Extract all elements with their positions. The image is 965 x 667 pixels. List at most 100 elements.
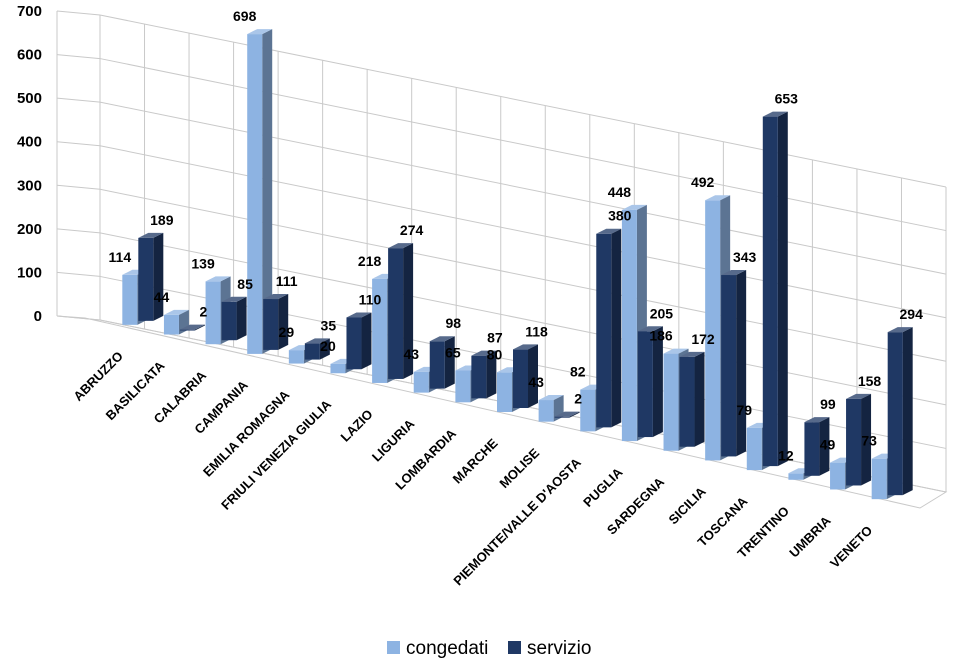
bar-servizio-15 [762, 111, 788, 467]
bar-servizio-17 [846, 393, 872, 486]
data-label: 189 [150, 212, 174, 228]
legend-label-congedati: congedati [406, 638, 488, 659]
side-wall-gridline [56, 97, 101, 103]
y-tick-label: 400 [17, 134, 42, 151]
gridline [99, 14, 947, 188]
data-label: 49 [820, 437, 836, 453]
bar-servizio-7 [429, 336, 455, 389]
data-label: 44 [154, 289, 170, 305]
data-label: 205 [650, 305, 674, 321]
data-label: 294 [900, 306, 924, 322]
data-label: 79 [737, 402, 753, 418]
gridline [99, 232, 947, 406]
side-wall-gridline [56, 141, 101, 147]
data-label: 448 [608, 184, 632, 200]
x-tick-label: ABRUZZO [70, 348, 126, 404]
data-label: 698 [233, 8, 257, 24]
y-tick-label: 100 [17, 264, 42, 281]
x-tick-label: EMILIA ROMAGNA [200, 387, 293, 480]
bar-servizio-4 [304, 338, 330, 360]
x-tick-label: MARCHE [450, 435, 501, 486]
data-label: 218 [358, 253, 382, 269]
gridline [99, 188, 947, 362]
gridline [99, 145, 947, 319]
bar-servizio-11 [596, 228, 622, 428]
data-label: 492 [691, 174, 715, 190]
y-axis-ticks: 0 100 200 300 400 500 600 700 [17, 3, 42, 325]
bar-servizio-12 [637, 326, 663, 438]
bar-servizio-2 [221, 296, 247, 341]
data-label: 65 [445, 344, 461, 360]
data-label: 73 [861, 433, 877, 449]
bar-servizio-1 [179, 324, 205, 331]
y-tick-label: 0 [34, 308, 42, 325]
gridlines [56, 10, 948, 509]
bar-servizio-18 [887, 327, 913, 496]
y-tick-label: 600 [17, 47, 42, 64]
side-wall-gridline [56, 271, 101, 277]
x-tick-label: LAZIO [338, 406, 376, 444]
y-tick-label: 300 [17, 177, 42, 194]
data-label: 172 [691, 331, 715, 347]
bar-servizio-9 [513, 344, 538, 408]
x-tick-label: LIGURIA [369, 416, 418, 465]
bar-servizio-13 [679, 351, 705, 447]
data-label: 110 [359, 291, 382, 307]
data-labels: 114 189 44 2 139 85 698 111 29 35 20 110 218 274 43 98 6… [109, 8, 924, 463]
data-label: 43 [528, 374, 544, 390]
legend-label-servizio: servizio [527, 638, 591, 659]
bar-servizio-8 [471, 350, 497, 399]
data-label: 99 [820, 396, 836, 412]
legend: congedati servizio [387, 638, 591, 659]
data-label: 43 [403, 346, 419, 362]
bar-congedati-3 [247, 29, 273, 354]
chart-floor [56, 315, 948, 509]
side-wall-gridline [56, 184, 101, 190]
bar-servizio-6 [388, 243, 414, 379]
x-tick-label: VENETO [827, 523, 875, 571]
data-label: 139 [191, 255, 215, 271]
bars [122, 29, 913, 500]
data-label: 158 [858, 373, 882, 389]
bar-congedati-10 [538, 395, 564, 422]
bar-servizio-10 [554, 411, 580, 418]
y-tick-label: 200 [17, 221, 42, 238]
data-label: 186 [649, 328, 673, 344]
legend-swatch-congedati [387, 641, 400, 654]
data-label: 85 [237, 276, 253, 292]
data-label: 2 [574, 391, 582, 407]
y-tick-label: 700 [17, 3, 42, 20]
data-label: 80 [487, 346, 503, 362]
data-label: 35 [321, 317, 337, 333]
data-label: 111 [276, 273, 298, 289]
data-label: 380 [608, 208, 632, 224]
legend-swatch-servizio [508, 641, 521, 654]
x-tick-label: SICILIA [665, 484, 709, 528]
data-label: 20 [320, 338, 336, 354]
x-tick-label: UMBRIA [786, 513, 834, 561]
bar-servizio-0 [138, 232, 164, 321]
bar-congedati-1 [163, 309, 189, 335]
x-tick-label: TRENTINO [734, 503, 792, 561]
data-label: 87 [487, 330, 503, 346]
data-label: 12 [778, 447, 794, 463]
data-label: 98 [445, 315, 461, 331]
side-wall-gridline [56, 10, 101, 16]
y-tick-label: 500 [17, 90, 42, 107]
bar-servizio-14 [721, 270, 747, 457]
data-label: 118 [525, 323, 548, 339]
gridline [99, 58, 947, 232]
data-label: 653 [775, 91, 799, 107]
side-wall-gridline [56, 228, 101, 234]
gridline [99, 101, 947, 275]
data-label: 82 [570, 364, 586, 380]
data-label: 114 [109, 249, 132, 265]
data-label: 2 [200, 304, 208, 320]
bar-servizio-3 [263, 294, 289, 350]
data-label: 343 [733, 249, 757, 265]
data-label: 274 [400, 222, 424, 238]
bar-servizio-5 [346, 312, 372, 370]
x-tick-label: PUGLIA [580, 464, 626, 510]
